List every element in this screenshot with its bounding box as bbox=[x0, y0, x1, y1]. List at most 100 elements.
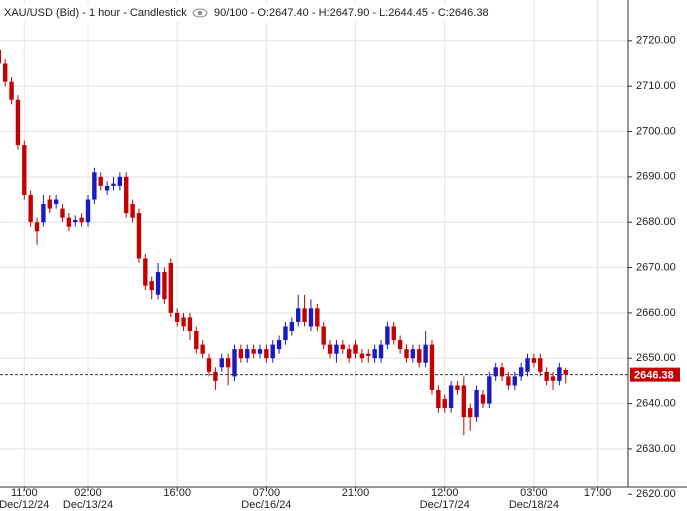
candle-body bbox=[397, 340, 403, 350]
candle-body bbox=[327, 344, 333, 354]
candle-body bbox=[283, 326, 288, 341]
y-tick-label: 2630.00 bbox=[636, 443, 676, 455]
candle-body bbox=[487, 376, 492, 404]
candle-body bbox=[493, 367, 498, 377]
candle-body bbox=[232, 349, 237, 377]
candle-body bbox=[98, 176, 103, 186]
candle-body bbox=[296, 308, 301, 322]
eye-icon bbox=[192, 8, 208, 18]
candle-body bbox=[378, 344, 384, 359]
candle-body bbox=[391, 326, 396, 341]
axes: 2620.00 2630.00 2640.00 2650.00 2660.00 2670.… bbox=[0, 35, 680, 511]
chart-title: XAU/USD (Bid) - 1 hour - Candlestick bbox=[4, 7, 187, 19]
candle-body bbox=[162, 272, 167, 300]
candle-body bbox=[28, 194, 33, 223]
candle-body bbox=[264, 349, 269, 359]
candle-body bbox=[0, 49, 2, 64]
candle-body bbox=[22, 145, 27, 195]
candle-body bbox=[270, 344, 275, 359]
candle-body bbox=[73, 219, 78, 223]
candle-body bbox=[531, 358, 537, 363]
candle-body bbox=[480, 394, 486, 404]
candle-body bbox=[340, 344, 345, 350]
candle-body bbox=[518, 367, 524, 377]
candle-body bbox=[213, 371, 218, 381]
candle-body bbox=[461, 385, 467, 418]
y-tick-label: 2720.00 bbox=[636, 35, 676, 47]
candle-body bbox=[155, 272, 161, 295]
candle-body bbox=[436, 389, 441, 409]
candle-body bbox=[85, 199, 91, 223]
candle-body bbox=[53, 199, 59, 205]
candle-body bbox=[499, 367, 505, 377]
last-price-tag bbox=[630, 367, 680, 382]
candle-body bbox=[525, 358, 530, 372]
candle-body bbox=[372, 349, 377, 359]
candle-body bbox=[9, 81, 14, 100]
candle-body bbox=[124, 176, 129, 214]
candle-body bbox=[538, 358, 543, 372]
candle-body bbox=[41, 204, 46, 223]
x-date-label: Dec/17/24 bbox=[420, 499, 470, 511]
candle-body bbox=[47, 199, 52, 209]
candle-body bbox=[66, 217, 72, 227]
x-tick-label: 02:00 bbox=[74, 487, 102, 499]
last-price-label: 2646.38 bbox=[634, 370, 674, 382]
y-tick-label: 2640.00 bbox=[636, 397, 676, 409]
candle-body bbox=[168, 262, 174, 313]
candle-body bbox=[15, 99, 21, 146]
candle-body bbox=[200, 344, 205, 354]
candle-body bbox=[404, 349, 409, 359]
candle-body bbox=[474, 389, 479, 418]
candle-body bbox=[359, 353, 365, 359]
candles bbox=[0, 49, 628, 436]
candle-body bbox=[334, 344, 339, 354]
x-date-label: Dec/18/24 bbox=[509, 499, 559, 511]
candle-body bbox=[34, 222, 40, 232]
x-tick-label: 21:00 bbox=[342, 487, 370, 499]
candle-body bbox=[136, 213, 142, 259]
candle-body bbox=[544, 371, 549, 381]
candle-body bbox=[448, 385, 454, 409]
candle-body bbox=[130, 204, 135, 218]
y-tick-label: 2700.00 bbox=[636, 125, 676, 137]
y-tick-label: 2710.00 bbox=[636, 80, 676, 92]
candle-body bbox=[410, 349, 416, 359]
y-tick-label: 2620.00 bbox=[636, 488, 676, 500]
candle-body bbox=[225, 358, 231, 368]
x-tick-label: 11:00 bbox=[11, 487, 38, 499]
candle-body bbox=[455, 385, 460, 390]
candle-body bbox=[117, 176, 123, 186]
candle-body bbox=[111, 183, 116, 186]
candle-body bbox=[104, 185, 110, 191]
candle-body bbox=[2, 63, 8, 82]
candle-body bbox=[92, 172, 97, 200]
candle-body bbox=[308, 308, 314, 327]
chart-subtitle: 90/100 - O:2647.40 - H:2647.90 - L:2644.… bbox=[214, 7, 489, 19]
grid bbox=[0, 0, 628, 487]
candle-body bbox=[321, 326, 326, 345]
candle-body bbox=[174, 312, 180, 322]
candle-body bbox=[468, 408, 473, 418]
candle-body bbox=[194, 331, 199, 350]
x-tick-label: 12:00 bbox=[431, 487, 459, 499]
x-date-label: Dec/12/24 bbox=[0, 499, 49, 511]
candle-body bbox=[219, 358, 224, 368]
x-tick-label: 03:00 bbox=[520, 487, 548, 499]
x-date-label: Dec/16/24 bbox=[241, 499, 291, 511]
candle-body bbox=[366, 353, 371, 356]
y-tick-label: 2680.00 bbox=[636, 216, 676, 228]
candle-body bbox=[149, 281, 154, 291]
candle-body bbox=[506, 376, 511, 386]
candle-body bbox=[181, 317, 186, 327]
candle-body bbox=[245, 349, 250, 359]
candle-body bbox=[143, 258, 148, 286]
x-tick-label: 17:00 bbox=[584, 487, 612, 499]
candle-body bbox=[557, 367, 562, 381]
candle-body bbox=[206, 358, 212, 372]
candle-body bbox=[79, 217, 84, 223]
candle-body bbox=[385, 326, 390, 345]
candle-body bbox=[353, 344, 358, 354]
y-tick-label: 2690.00 bbox=[636, 171, 676, 183]
candle-body bbox=[276, 340, 282, 350]
